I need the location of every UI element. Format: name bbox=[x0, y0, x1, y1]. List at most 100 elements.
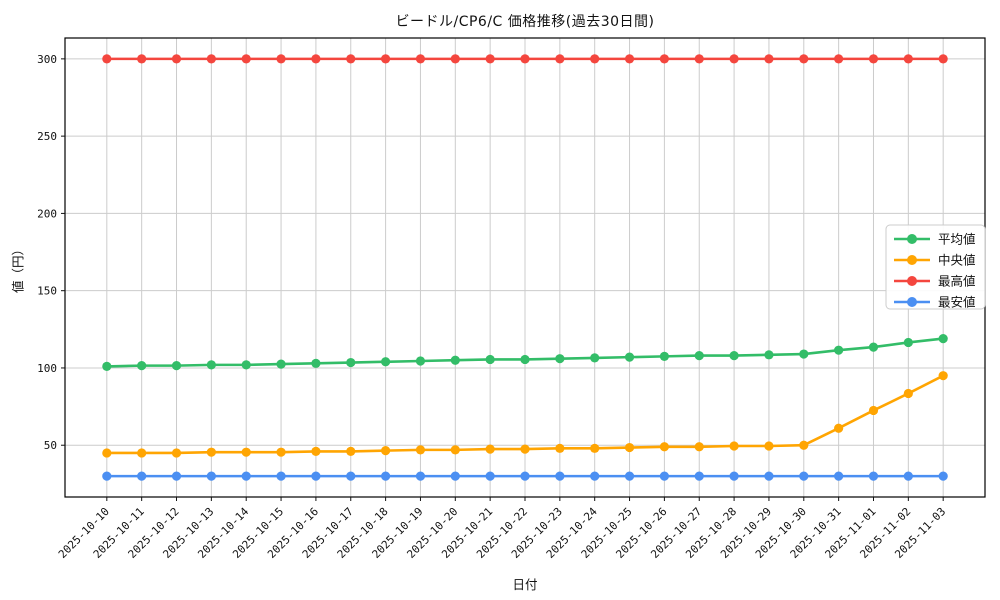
x-tick-labels: 2025-10-102025-10-112025-10-122025-10-13… bbox=[56, 505, 948, 561]
series-max-point bbox=[346, 54, 356, 64]
series-median-point bbox=[694, 442, 704, 452]
series-median-point bbox=[102, 448, 112, 458]
series-average-point bbox=[624, 352, 635, 362]
series-max-point bbox=[903, 54, 913, 64]
series-min-point bbox=[381, 471, 391, 481]
series-average-point bbox=[834, 345, 844, 355]
legend-item-label: 最安値 bbox=[938, 295, 976, 310]
legend-marker-dot bbox=[907, 234, 917, 244]
series-median-point bbox=[764, 441, 774, 451]
series-median-point bbox=[346, 446, 356, 457]
y-tick-label: 50 bbox=[44, 439, 57, 452]
series-average-point bbox=[555, 354, 565, 364]
series-median-point bbox=[590, 443, 600, 453]
series-min-point bbox=[799, 471, 809, 481]
series-average-point bbox=[381, 357, 391, 367]
series-max-points bbox=[102, 54, 948, 64]
series-median-point bbox=[137, 448, 147, 458]
legend-marker-dot bbox=[907, 276, 917, 286]
series-max-point bbox=[938, 54, 948, 64]
series-min-point bbox=[485, 471, 495, 481]
series-average-point bbox=[659, 351, 669, 361]
y-tick-label: 100 bbox=[37, 362, 57, 375]
series-min-point bbox=[276, 471, 286, 481]
series-max-point bbox=[659, 54, 669, 64]
y-tick-label: 200 bbox=[37, 207, 57, 220]
series-average-point bbox=[102, 361, 112, 372]
series-median-point bbox=[171, 448, 182, 458]
series-average-point bbox=[903, 337, 913, 348]
series-median-point bbox=[241, 447, 251, 457]
series-median-point bbox=[485, 444, 495, 454]
y-tick-label: 300 bbox=[37, 53, 57, 66]
series-average-point bbox=[694, 350, 704, 361]
series-median-point bbox=[868, 405, 879, 416]
series-max-point bbox=[624, 54, 635, 64]
series-min-point bbox=[729, 471, 739, 481]
series-min-point bbox=[520, 471, 530, 481]
series-median-points bbox=[102, 371, 948, 458]
series-median-point bbox=[903, 388, 913, 399]
series-max-point bbox=[276, 54, 286, 64]
series-max-point bbox=[520, 54, 530, 64]
series-average-point bbox=[868, 342, 879, 352]
series-average-point bbox=[590, 353, 600, 363]
series-average-point bbox=[206, 360, 216, 370]
chart-title: ビードル/CP6/C 価格推移(過去30日間) bbox=[395, 14, 655, 30]
legend-item-label: 中央値 bbox=[938, 253, 976, 268]
series-min-point bbox=[311, 471, 321, 481]
series-max-point bbox=[137, 54, 147, 64]
series-min-points bbox=[102, 471, 948, 481]
series-min-point bbox=[659, 471, 669, 481]
series-min-point bbox=[102, 471, 112, 481]
series-median-point bbox=[450, 445, 460, 455]
series-max-point bbox=[102, 54, 112, 64]
series-average-point bbox=[137, 361, 147, 371]
series-median-point bbox=[276, 447, 286, 457]
series-max-point bbox=[555, 54, 565, 64]
series-max-point bbox=[834, 54, 844, 64]
series-median-point bbox=[555, 443, 565, 453]
series-min-point bbox=[694, 471, 704, 481]
series-median-point bbox=[415, 445, 426, 455]
series-average-point bbox=[311, 358, 321, 368]
series-min-point bbox=[903, 471, 913, 481]
series-average-point bbox=[171, 361, 182, 371]
series-min-point bbox=[624, 471, 635, 481]
legend-marker-dot bbox=[907, 297, 917, 307]
series-min-point bbox=[834, 471, 844, 481]
series-max-point bbox=[485, 54, 495, 64]
series-min-point bbox=[555, 471, 565, 481]
legend-marker-dot bbox=[907, 255, 917, 265]
series-min-point bbox=[137, 471, 147, 481]
series-median-point bbox=[311, 446, 321, 457]
series-max-point bbox=[241, 54, 251, 64]
y-tick-label: 250 bbox=[37, 130, 57, 143]
series-average-point bbox=[799, 349, 809, 359]
series-max-point bbox=[694, 54, 704, 64]
series-average-points bbox=[102, 333, 948, 372]
series-max-point bbox=[171, 54, 182, 64]
legend-item-max: 最高値 bbox=[894, 274, 976, 289]
grid-lines bbox=[65, 38, 985, 497]
series-average-point bbox=[729, 350, 739, 361]
series-median-point bbox=[799, 440, 809, 450]
series-median-point bbox=[624, 442, 635, 453]
series-average-point bbox=[450, 355, 460, 365]
series-max-point bbox=[206, 54, 216, 64]
y-tick-label: 150 bbox=[37, 285, 57, 298]
series-average-point bbox=[241, 360, 251, 370]
series-max-point bbox=[415, 54, 426, 64]
legend-item-label: 平均値 bbox=[938, 232, 976, 247]
legend-item-median: 中央値 bbox=[894, 253, 976, 268]
tick-marks bbox=[61, 58, 944, 501]
series-median-point bbox=[659, 442, 669, 452]
series-max-point bbox=[450, 54, 460, 64]
series-min-point bbox=[415, 471, 426, 481]
series-min-point bbox=[171, 471, 182, 481]
series-average-point bbox=[485, 354, 495, 365]
series-average-point bbox=[415, 356, 426, 366]
